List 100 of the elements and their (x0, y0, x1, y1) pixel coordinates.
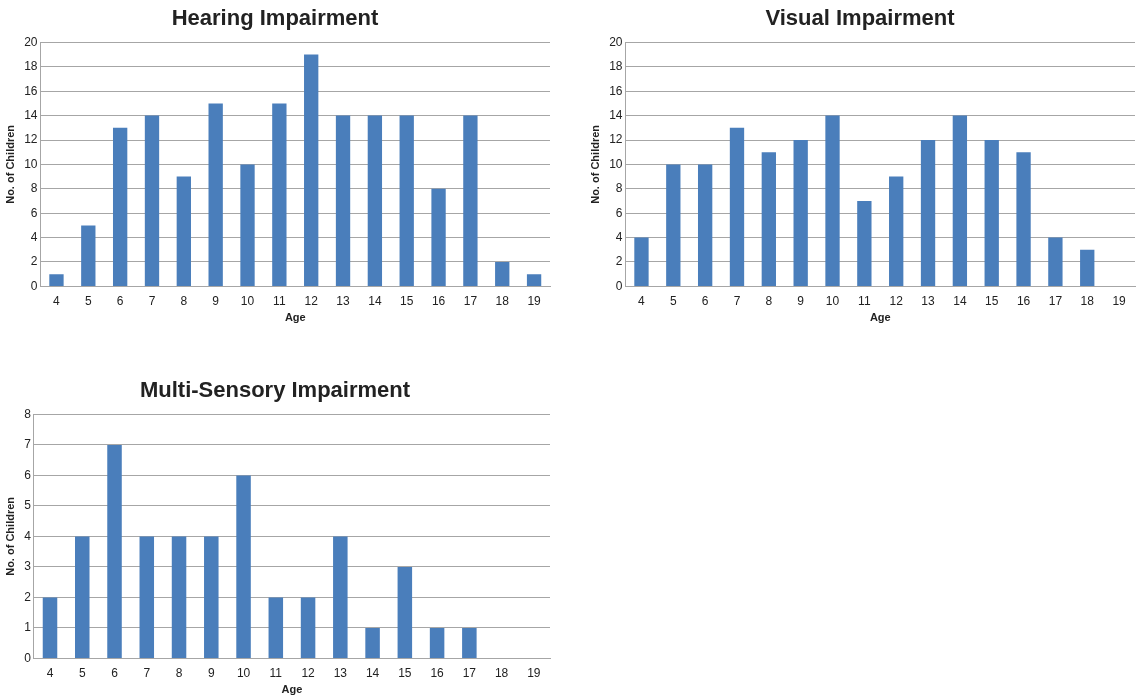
bar (889, 176, 904, 286)
bar (397, 566, 413, 658)
bar (176, 176, 191, 286)
x-tick-label: 5 (78, 665, 86, 680)
x-tick-label: 11 (858, 293, 871, 308)
x-tick-label: 10 (236, 665, 251, 680)
x-tick-label: 15 (985, 293, 999, 308)
x-tick-label: 4 (638, 293, 646, 308)
y-tick-label: 10 (24, 156, 38, 171)
bar (139, 536, 155, 658)
x-axis-title: Age (869, 311, 891, 324)
x-tick-label: 9 (797, 293, 805, 308)
x-tick-label: 8 (175, 665, 183, 680)
bar (729, 127, 745, 286)
bar (236, 475, 251, 658)
x-axis-title: Age (284, 311, 306, 324)
x-tick-label: 19 (1112, 293, 1127, 308)
chart-title: Visual Impairment (765, 5, 956, 31)
x-tick-label: 14 (953, 293, 967, 308)
x-tick-label: 6 (701, 293, 709, 308)
bar (793, 140, 808, 286)
x-tick-label: 18 (495, 293, 510, 308)
bar (666, 164, 681, 286)
bar (272, 103, 287, 286)
x-tick-label: 5 (84, 293, 92, 308)
y-tick-label: 2 (30, 254, 38, 269)
y-tick-label: 8 (615, 181, 623, 196)
bar (204, 536, 219, 658)
y-tick-label: 10 (609, 156, 623, 171)
x-tick-label: 15 (398, 665, 412, 680)
bar (463, 115, 478, 286)
bar (171, 536, 187, 658)
y-tick-label: 2 (24, 589, 32, 604)
bar (333, 536, 348, 658)
bar (304, 54, 319, 286)
x-tick-label: 17 (462, 665, 477, 680)
y-tick-label: 18 (609, 59, 623, 74)
bar (1080, 249, 1095, 286)
x-tick-label: 12 (304, 293, 319, 308)
y-tick-label: 0 (30, 278, 38, 293)
y-tick-label: 14 (24, 107, 38, 122)
bar (49, 274, 64, 286)
x-tick-label: 9 (212, 293, 220, 308)
x-tick-label: 18 (494, 665, 509, 680)
y-tick-label: 8 (24, 406, 32, 421)
y-tick-label: 4 (615, 229, 623, 244)
y-tick-label: 16 (24, 83, 38, 98)
y-tick-label: 5 (24, 498, 32, 513)
x-tick-label: 15 (400, 293, 414, 308)
x-tick-label: 14 (368, 293, 382, 308)
x-tick-label: 16 (431, 293, 446, 308)
x-tick-label: 16 (430, 665, 445, 680)
bar (431, 188, 446, 286)
bar (42, 597, 58, 658)
y-tick-label: 0 (615, 278, 623, 293)
x-tick-label: 13 (336, 293, 351, 308)
bar (107, 444, 122, 658)
bar (240, 164, 255, 286)
x-tick-label: 7 (733, 293, 741, 308)
x-tick-label: 11 (269, 665, 283, 680)
y-axis-title: No. of Children (3, 124, 16, 204)
x-tick-label: 9 (207, 665, 215, 680)
bar (429, 627, 445, 658)
bar (634, 237, 649, 286)
x-tick-label: 8 (180, 293, 188, 308)
x-tick-label: 19 (527, 665, 541, 680)
y-tick-label: 4 (24, 528, 32, 543)
chart-title: Multi-Sensory Impairment (139, 377, 411, 403)
x-tick-label: 11 (273, 293, 286, 308)
y-tick-label: 7 (24, 437, 32, 452)
x-tick-label: 13 (333, 665, 348, 680)
y-tick-label: 16 (609, 83, 623, 98)
x-tick-label: 6 (111, 665, 119, 680)
bar (208, 103, 223, 286)
x-tick-label: 8 (765, 293, 773, 308)
bar (952, 115, 968, 286)
y-tick-label: 20 (24, 34, 38, 49)
bar (367, 115, 383, 286)
x-tick-label: 19 (527, 293, 542, 308)
bar (75, 536, 90, 658)
y-tick-label: 2 (615, 254, 623, 269)
bar (399, 115, 414, 286)
bar (1048, 237, 1063, 286)
bar (81, 225, 96, 286)
y-tick-label: 14 (609, 107, 623, 122)
bar (920, 140, 936, 286)
bar (300, 597, 316, 658)
x-tick-label: 7 (143, 665, 151, 680)
bar (825, 115, 840, 286)
chart-title: Hearing Impairment (171, 5, 379, 31)
bar (984, 140, 999, 286)
x-tick-label: 10 (825, 293, 840, 308)
bar (112, 127, 128, 286)
bar (365, 627, 380, 658)
y-tick-label: 12 (24, 132, 38, 147)
x-tick-label: 17 (1048, 293, 1063, 308)
y-tick-label: 6 (24, 467, 32, 482)
bar (144, 115, 160, 286)
x-tick-label: 6 (116, 293, 124, 308)
x-tick-label: 4 (53, 293, 61, 308)
